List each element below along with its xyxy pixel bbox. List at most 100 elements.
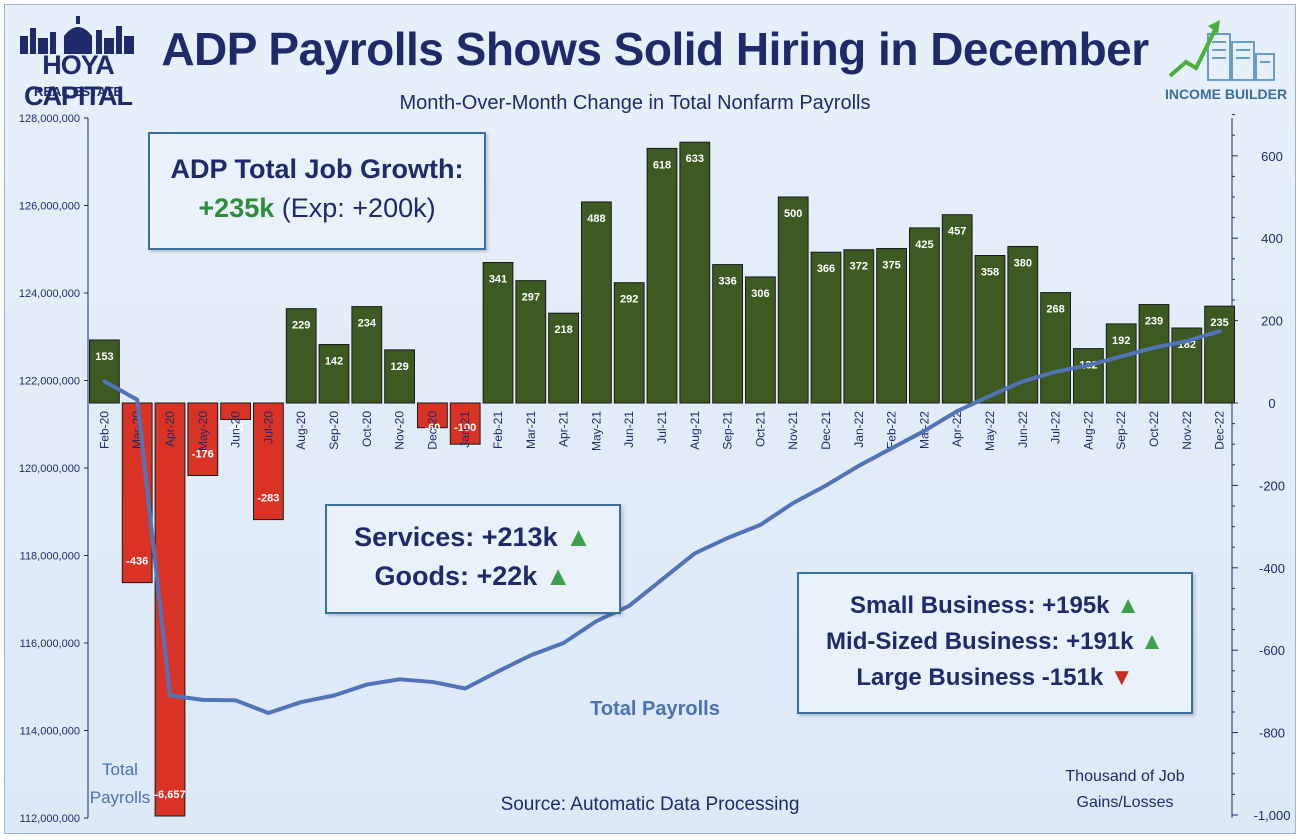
category-label-Aug-22: Aug-22 <box>1081 411 1095 450</box>
left-axis-title: Total Payrolls <box>89 760 151 807</box>
up-arrow-icon: ▲ <box>1116 592 1140 619</box>
bar-Jul-22 <box>1040 292 1071 404</box>
bar-value-label: -6,657 <box>154 789 185 801</box>
bar-value-label: 306 <box>751 288 769 300</box>
bar-value-label: -40 <box>228 422 244 434</box>
right-tick-label: -600 <box>1259 643 1285 658</box>
bar-value-label: 229 <box>292 320 310 332</box>
category-label-Oct-20: Oct-20 <box>360 411 374 447</box>
category-label-Sep-21: Sep-21 <box>721 411 735 450</box>
source-note: Source: Automatic Data Processing <box>500 794 800 815</box>
bar-value-label: -436 <box>126 556 148 568</box>
up-arrow-icon: ▲ <box>565 522 592 552</box>
bar-Feb-22 <box>876 248 908 404</box>
bar-Jul-21 <box>646 147 678 404</box>
category-label-May-21: May-21 <box>589 411 603 451</box>
bar-value-label: 292 <box>620 294 638 306</box>
bar-value-label: 153 <box>95 351 113 363</box>
bar-Nov-20 <box>384 349 416 404</box>
logo-left-subname: REAL ESTATE <box>33 84 123 99</box>
category-label-Aug-21: Aug-21 <box>688 411 702 450</box>
skyline-icon <box>20 16 134 54</box>
small-business-row: Small Business: +195k ▲ <box>799 592 1191 620</box>
left-tick-label: 118,000,000 <box>20 551 80 563</box>
bar-Aug-22 <box>1073 348 1104 404</box>
total-payrolls-line <box>102 329 1222 715</box>
building-growth-icon <box>1168 20 1275 81</box>
bar-Apr-22 <box>941 214 973 404</box>
job-growth-expectation: (Exp: +200k) <box>281 193 436 223</box>
job-growth-value: +235k <box>198 193 275 223</box>
left-tick-label: 124,000,000 <box>19 288 80 300</box>
category-label-Apr-22: Apr-22 <box>950 411 964 447</box>
right-tick-label: 200 <box>1261 314 1283 329</box>
bar-May-22 <box>974 255 1006 404</box>
bar-value-label: 218 <box>554 324 572 336</box>
category-label-Nov-22: Nov-22 <box>1180 411 1194 450</box>
left-tick-label: 120,000,000 <box>19 463 80 475</box>
bar-Aug-20 <box>285 308 317 404</box>
bar-value-label: -176 <box>192 449 214 461</box>
category-label-Feb-21: Feb-21 <box>491 411 505 449</box>
left-tick-label: 122,000,000 <box>19 376 80 388</box>
bar-Dec-20 <box>417 402 448 429</box>
job-growth-heading: ADP Total Job Growth: <box>170 154 464 184</box>
bar-May-21 <box>581 201 612 404</box>
bar-value-label: 297 <box>522 292 540 304</box>
category-label-Sep-20: Sep-20 <box>327 411 341 450</box>
category-label-Nov-21: Nov-21 <box>786 411 800 450</box>
bar-Aug-21 <box>679 141 711 404</box>
bar-Sep-21 <box>712 264 744 404</box>
bar-value-label: 235 <box>1210 317 1228 329</box>
bar-Jun-21 <box>613 282 645 404</box>
bar-value-label: 129 <box>390 361 408 373</box>
bar-Oct-20 <box>351 306 383 404</box>
hoya-capital-logo: HOYA CAPITAL REAL ESTATE <box>14 14 142 111</box>
bar-value-label: 268 <box>1046 304 1064 316</box>
category-label-Sep-22: Sep-22 <box>1114 411 1128 450</box>
bar-value-label: -283 <box>257 493 279 505</box>
up-arrow-icon: ▲ <box>544 561 572 591</box>
category-label-May-22: May-22 <box>983 411 997 451</box>
income-builder-logo: INCOME BUILDER <box>1164 14 1288 106</box>
bar-value-label: 488 <box>587 213 605 225</box>
category-label-Mar-21: Mar-21 <box>524 411 538 449</box>
left-tick-label: 114,000,000 <box>20 726 80 738</box>
category-label-Oct-22: Oct-22 <box>1147 411 1161 447</box>
bar-May-20 <box>187 402 219 477</box>
mid-business-text: Mid-Sized Business: +191k <box>826 628 1134 655</box>
bar-Jul-20 <box>253 402 284 521</box>
bar-value-label: 425 <box>915 239 933 251</box>
bar-Feb-21 <box>482 262 514 404</box>
sector-callout: Services: +213k ▲ Goods: +22k ▲ <box>325 504 621 614</box>
bar-Sep-20 <box>318 343 350 404</box>
bar-value-label: 234 <box>358 318 377 330</box>
category-label-Aug-20: Aug-20 <box>294 411 308 450</box>
category-label-Nov-20: Nov-20 <box>393 411 407 450</box>
category-label-Jun-21: Jun-21 <box>622 411 636 448</box>
left-tick-label: 112,000,000 <box>20 813 80 825</box>
category-label-Apr-21: Apr-21 <box>557 411 571 447</box>
job-growth-callout: ADP Total Job Growth: +235k (Exp: +200k) <box>148 132 486 250</box>
bar-Oct-22 <box>1138 304 1170 404</box>
bar-value-label: 380 <box>1014 257 1032 269</box>
mid-business-row: Mid-Sized Business: +191k ▲ <box>799 628 1191 656</box>
category-label-Jun-22: Jun-22 <box>1016 411 1030 448</box>
bar-value-label: 336 <box>718 276 736 288</box>
bar-Mar-21 <box>515 280 547 404</box>
category-label-Dec-22: Dec-22 <box>1213 411 1227 450</box>
job-growth-value-row: +235k (Exp: +200k) <box>150 193 484 224</box>
left-tick-label: 116,000,000 <box>20 638 80 650</box>
category-label-Jan-21: Jan-21 <box>458 411 472 448</box>
logo-left-name: HOYA CAPITAL <box>24 50 133 111</box>
right-tick-label: 600 <box>1261 149 1283 164</box>
right-tick-label: -200 <box>1259 478 1285 493</box>
category-label-Feb-20: Feb-20 <box>97 411 111 449</box>
bar-Feb-20 <box>89 339 120 404</box>
bar-Nov-21 <box>777 196 809 404</box>
chart-title: ADP Payrolls Shows Solid Hiring in Decem… <box>161 23 1149 75</box>
bar-Dec-21 <box>810 251 842 404</box>
goods-row: Goods: +22k ▲ <box>327 561 619 592</box>
bar-value-label: 142 <box>325 355 343 367</box>
